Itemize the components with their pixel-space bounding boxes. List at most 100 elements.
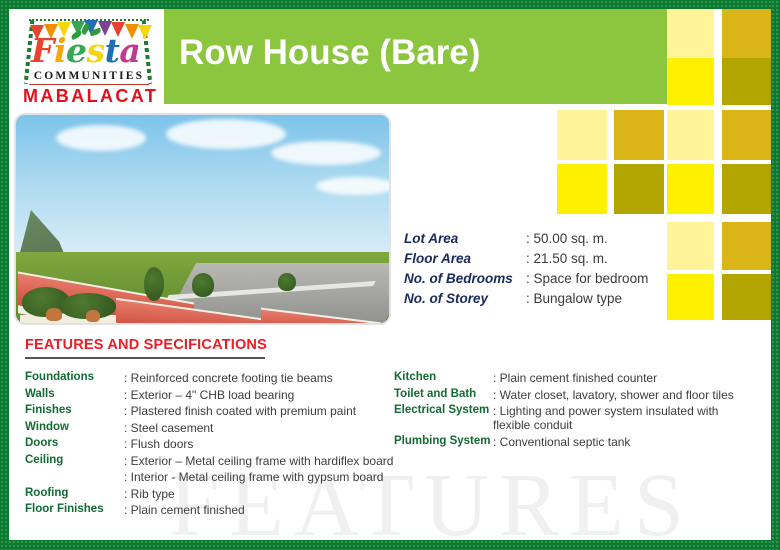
feature-label: Roofing (25, 486, 69, 499)
row-house-photo (14, 113, 391, 325)
photo-cloud (316, 177, 389, 195)
logo-wordmark: Fiesta (31, 31, 141, 70)
feature-value: : Plain cement finished counter (493, 371, 658, 385)
brand-logo: Fiesta COMMUNITIES MABALACAT (9, 9, 164, 108)
feature-value: : Rib type (124, 486, 175, 501)
features-column-left: Foundations : Reinforced concrete footing… (25, 371, 405, 520)
feature-label: Kitchen (394, 371, 437, 383)
color-swatch (614, 164, 664, 214)
color-swatch (722, 274, 771, 320)
photo-shrub (144, 267, 164, 301)
feature-row: Foundations : Reinforced concrete footing… (25, 371, 405, 385)
spec-value: : 50.00 sq. m. (526, 231, 608, 246)
feature-row: Roofing : Rib type (25, 487, 405, 501)
spec-label: No. of Bedrooms (404, 271, 513, 286)
color-swatch (722, 164, 771, 214)
features-heading: FEATURES AND SPECIFICATIONS (25, 337, 267, 353)
feature-row: Doors : Flush doors (25, 437, 405, 451)
photo-cloud (271, 141, 381, 165)
frame-border-bottom (0, 540, 780, 550)
feature-label: Plumbing System (394, 434, 491, 447)
feature-row: Toilet and Bath : Water closet, lavatory,… (394, 388, 771, 402)
photo-cloud (166, 119, 286, 149)
color-swatch (557, 110, 607, 160)
color-swatch (722, 110, 771, 160)
color-swatch (667, 58, 714, 105)
feature-label: Floor Finishes (25, 503, 104, 515)
features-heading-underline (25, 357, 265, 359)
bunting-flag (57, 22, 71, 38)
feature-row: Plumbing System: Conventional septic tan… (394, 435, 771, 449)
feature-row: Electrical System: Lighting and power sy… (394, 404, 771, 432)
bunting-flag (30, 24, 44, 40)
feature-value: : Plain cement finished (124, 503, 245, 517)
color-swatch (667, 274, 714, 320)
bunting-flag (43, 23, 58, 39)
feature-value: : Flush doors (124, 437, 194, 451)
spec-value: : 21.50 sq. m. (526, 251, 608, 266)
spec-label: Floor Area (404, 251, 472, 266)
spec-label: Lot Area (404, 231, 459, 246)
color-swatch (667, 222, 714, 270)
feature-row: Kitchen : Plain cement finished counter (394, 371, 771, 385)
feature-row: : Interior - Metal ceiling frame with gy… (25, 470, 405, 484)
photo-shrub (278, 273, 296, 291)
logo-subtitle: COMMUNITIES (33, 70, 145, 82)
photo-planter (46, 308, 62, 321)
color-swatch (722, 222, 771, 270)
page-title: Row House (Bare) (179, 33, 481, 72)
photo-planter (86, 310, 100, 322)
spec-row: Lot Area : 50.00 sq. m. (404, 229, 664, 249)
logo-divider (29, 84, 149, 85)
feature-value: : Exterior – 4" CHB load bearing (124, 387, 295, 402)
spec-value: : Space for bedroom (526, 271, 649, 286)
spec-row: Floor Area : 21.50 sq. m. (404, 249, 664, 269)
photo-shrub (192, 273, 214, 297)
bunting-flag (111, 22, 125, 38)
bunting-flag (138, 24, 152, 40)
feature-row: Finishes : Plastered finish coated with p… (25, 404, 405, 418)
feature-label: Finishes (25, 404, 72, 416)
feature-label: Electrical System (394, 404, 490, 416)
color-swatch (722, 9, 771, 60)
logo-location: MABALACAT (23, 86, 159, 106)
property-specs-list: Lot Area : 50.00 sq. m. Floor Area : 21.50 … (404, 229, 664, 309)
feature-value: : Steel casement (124, 420, 214, 435)
feature-row: Floor Finishes : Plain cement finished (25, 503, 405, 517)
bunting-flag (124, 23, 139, 39)
feature-label: Toilet and Bath (394, 387, 477, 400)
spec-row: No. of Bedrooms : Space for bedroom (404, 269, 664, 289)
feature-label: Window (25, 420, 69, 433)
leaf-icon (70, 22, 105, 42)
feature-value: : Reinforced concrete footing tie beams (124, 371, 333, 385)
color-swatch (667, 164, 714, 214)
feature-label: Foundations (25, 371, 94, 383)
color-swatch (667, 9, 714, 60)
feature-value: : Interior - Metal ceiling frame with gy… (124, 470, 384, 484)
spec-row: No. of Storey : Bungalow type (404, 289, 664, 309)
frame-border-right (771, 0, 780, 550)
features-watermark: FEATURES (169, 456, 695, 541)
spec-label: No. of Storey (404, 291, 489, 306)
frame-border-left (0, 0, 9, 550)
color-swatch (667, 110, 714, 160)
feature-label: Ceiling (25, 453, 64, 466)
color-swatch (557, 164, 607, 214)
feature-row: Ceiling : Exterior – Metal ceiling frame … (25, 454, 405, 468)
frame-border-top (0, 0, 780, 9)
bunting-flag (97, 21, 112, 37)
photo-cloud (56, 125, 146, 151)
feature-value: : Conventional septic tank (493, 434, 631, 449)
feature-value: : Water closet, lavatory, shower and flo… (493, 387, 734, 402)
color-swatch (722, 58, 771, 105)
feature-value: : Lighting and power system insulated wi… (493, 404, 719, 432)
feature-value: : Plastered finish coated with premium p… (124, 404, 357, 418)
features-column-right: Kitchen : Plain cement finished counter To… (394, 371, 771, 451)
content-area: Fiesta COMMUNITIES MABALACAT Row House (… (9, 9, 771, 540)
feature-label: Doors (25, 437, 59, 449)
feature-value: : Exterior – Metal ceiling frame with ha… (124, 453, 394, 468)
spec-value: : Bungalow type (526, 291, 623, 306)
feature-label: Walls (25, 387, 55, 400)
feature-row: Window : Steel casement (25, 421, 405, 435)
